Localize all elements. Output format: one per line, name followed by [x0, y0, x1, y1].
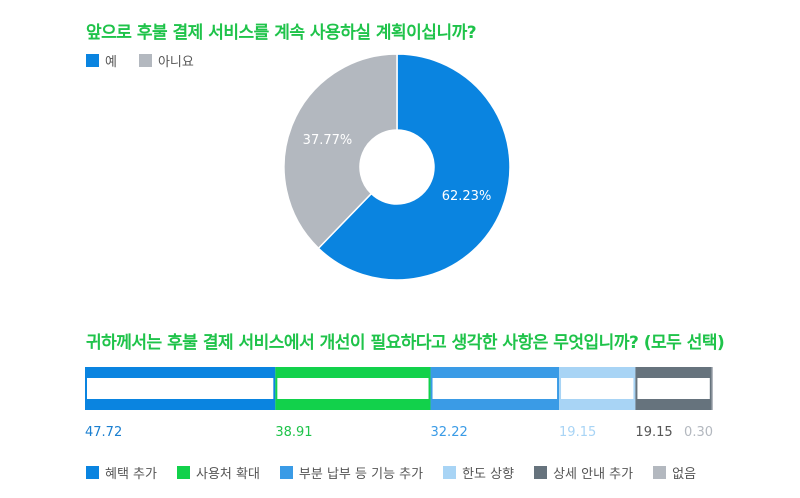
pie-slice	[283, 53, 398, 250]
legend-swatch	[86, 466, 99, 479]
legend-item: 예	[86, 51, 117, 70]
legend-label: 예	[105, 55, 117, 70]
bar-value-label: 19.15	[559, 425, 596, 440]
legend-swatch	[86, 54, 99, 67]
bar-segment-inner	[432, 378, 558, 399]
legend-label: 혜택 추가	[105, 467, 157, 482]
bar-segment-inner	[277, 378, 429, 399]
legend-item: 아니요	[138, 51, 194, 70]
legend-label: 사용처 확대	[195, 467, 260, 482]
legend-label: 부분 납부 등 기능 추가	[298, 467, 424, 482]
bar-value-label: 19.15	[635, 425, 672, 440]
bar-value-label: 47.72	[85, 425, 122, 440]
bar-segment-inner	[637, 378, 710, 399]
legend-label: 없음	[672, 467, 697, 482]
bar-segment-inner	[561, 378, 634, 399]
legend-item: 혜택 추가	[86, 463, 157, 482]
legend-item: 한도 상향	[443, 463, 514, 482]
legend-swatch	[279, 466, 293, 479]
legend-item: 상세 안내 추가	[534, 463, 633, 482]
legend-swatch	[653, 466, 667, 479]
bar-segment	[711, 367, 713, 410]
bar-value-label: 38.91	[275, 425, 312, 440]
legend-label: 상세 안내 추가	[553, 467, 634, 482]
legend-swatch	[138, 54, 152, 67]
legend-label: 한도 상향	[462, 467, 515, 482]
bar-legend: 혜택 추가 사용처 확대 부분 납부 등 기능 추가 한도 상향 상세 안내 추가 없음	[86, 463, 696, 482]
legend-swatch	[443, 466, 457, 479]
slice-label: 62.23%	[442, 189, 492, 204]
slice-label: 37.77%	[303, 133, 353, 148]
legend-label: 아니요	[157, 55, 194, 70]
pie-chart-title: 앞으로 후불 결제 서비스를 계속 사용하실 계획이십니까?	[86, 23, 477, 43]
bar-value-label: 32.22	[431, 425, 468, 440]
pie-legend: 예 아니요	[86, 51, 194, 70]
bar-value-label: 0.30	[684, 425, 713, 440]
legend-swatch	[176, 466, 190, 479]
bar-segment-inner	[87, 378, 274, 399]
legend-item: 사용처 확대	[176, 463, 260, 482]
pie-slice	[317, 53, 511, 281]
legend-swatch	[534, 466, 548, 479]
bar-chart-title: 귀하께서는 후불 결제 서비스에서 개선이 필요하다고 생각한 사항은 무엇입니…	[86, 333, 725, 353]
legend-item: 없음	[653, 463, 696, 482]
legend-item: 부분 납부 등 기능 추가	[279, 463, 424, 482]
